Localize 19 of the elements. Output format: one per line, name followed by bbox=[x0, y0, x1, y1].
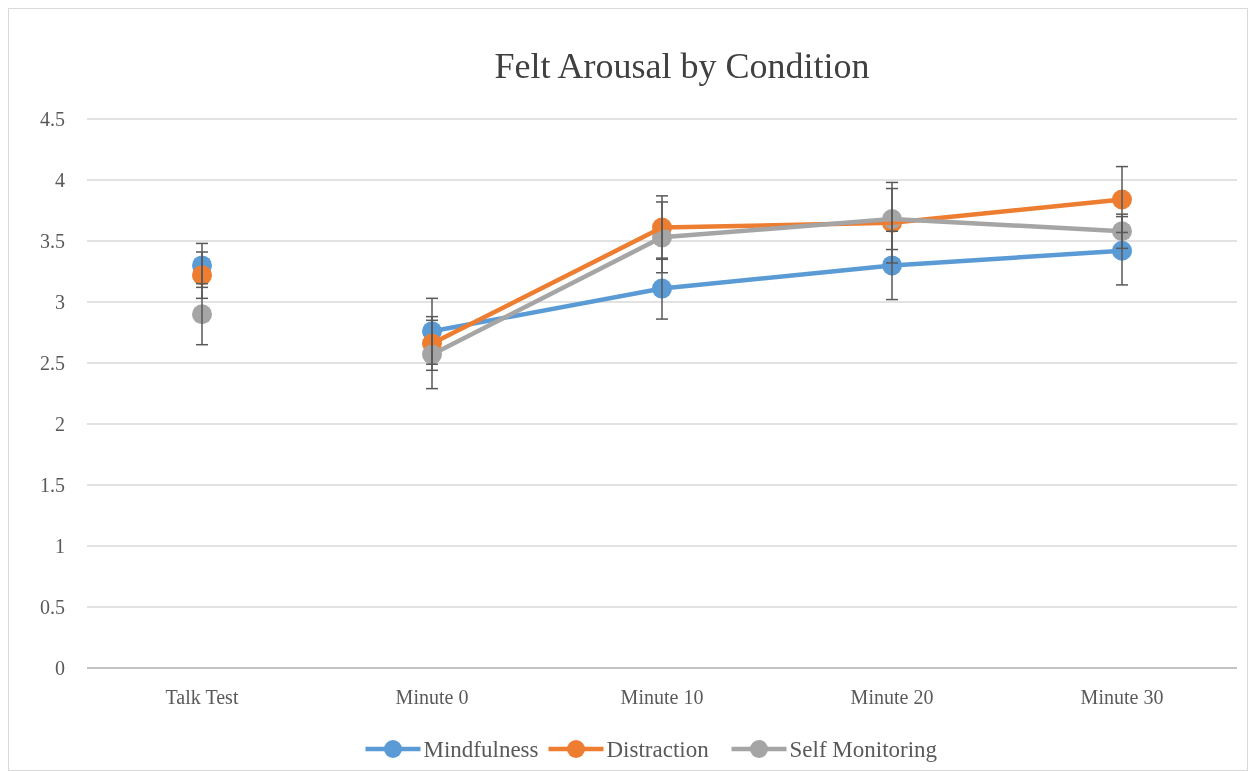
legend-label: Mindfulness bbox=[423, 737, 539, 762]
y-tick-label: 0 bbox=[55, 657, 65, 679]
x-tick-label: Talk Test bbox=[165, 686, 239, 708]
y-tick-label: 3 bbox=[55, 291, 65, 313]
y-tick-label: 3.5 bbox=[40, 230, 65, 252]
legend-label: Distraction bbox=[606, 737, 710, 762]
y-tick-label: 1 bbox=[55, 535, 65, 557]
y-tick-label: 2.5 bbox=[40, 352, 65, 374]
y-tick-label: 4 bbox=[55, 169, 65, 191]
x-tick-label: Minute 0 bbox=[395, 686, 469, 708]
x-tick-label: Minute 30 bbox=[1080, 686, 1164, 708]
y-tick-label: 1.5 bbox=[40, 474, 65, 496]
chart-title: Felt Arousal by Condition bbox=[494, 46, 870, 86]
y-tick-label: 2 bbox=[55, 413, 65, 435]
legend-label: Self Monitoring bbox=[789, 737, 938, 762]
x-tick-label: Minute 10 bbox=[620, 686, 704, 708]
x-tick-label: Minute 20 bbox=[850, 686, 934, 708]
y-tick-label: 0.5 bbox=[40, 596, 65, 618]
y-tick-label: 4.5 bbox=[40, 108, 65, 130]
